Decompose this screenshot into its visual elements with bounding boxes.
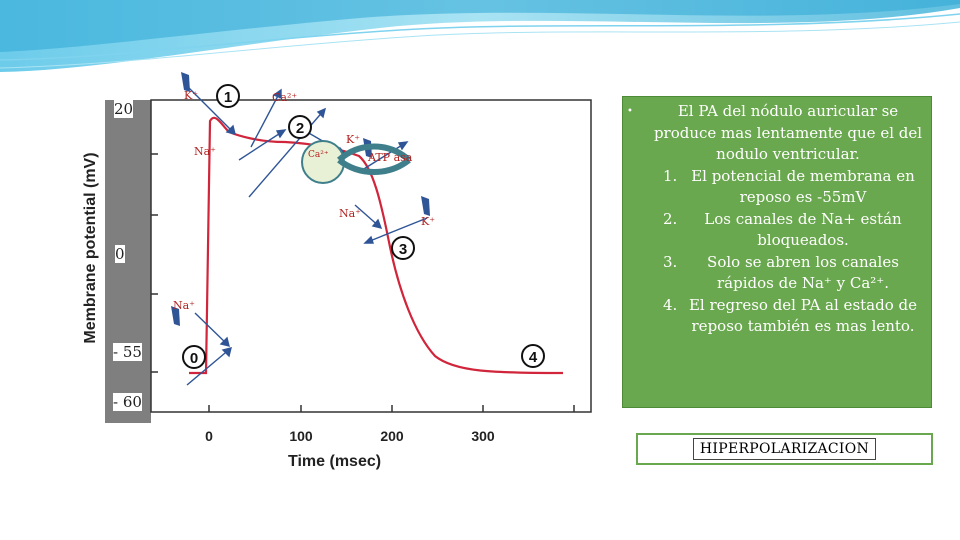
ion-label-k-phase3: K⁺ — [421, 215, 436, 228]
notes-item-4: 4. El regreso del PA al estado de reposo … — [623, 295, 923, 338]
notes-item-number: 4. — [663, 295, 678, 314]
notes-item-text: El regreso del PA al estado de reposo ta… — [688, 295, 917, 336]
y-level-20: 20 — [114, 100, 134, 118]
notes-lead-text: El PA del nódulo auricular se produce ma… — [653, 102, 923, 163]
notes-panel: • El PA del nódulo auricular se produce … — [622, 96, 932, 408]
x-axis-title: Time (msec) — [288, 453, 382, 470]
atpase-label: ATP asa — [368, 151, 413, 164]
hyperpolarization-box: HIPERPOLARIZACION — [636, 433, 933, 465]
phase-4-label: 4 — [529, 349, 538, 366]
y-level-minus-60: - 60 — [113, 393, 142, 411]
notes-item-number: 3. — [663, 252, 678, 271]
phase-markers: 0 1 2 3 4 — [182, 84, 545, 369]
notes-item-number: 1. — [663, 166, 678, 185]
y-tick-marks — [151, 153, 158, 373]
action-potential-plot: 0 1 2 3 4 — [105, 72, 592, 423]
notes-item-text: El potencial de membrana en reposo es -5… — [691, 166, 915, 207]
ion-label-na-phase1: Na⁺ — [194, 145, 216, 158]
notes-item-text: Los canales de Na+ están bloqueados. — [704, 209, 902, 250]
y-axis-panel — [105, 100, 151, 423]
phase-1-label: 1 — [224, 89, 232, 106]
x-tick-300: 300 — [471, 428, 495, 444]
action-potential-figure: 0 1 2 3 4 K⁺ Ca²⁺ Na⁺ K⁺ Ca²⁺ ATP asa Na… — [63, 72, 603, 472]
notes-item-number: 2. — [663, 209, 678, 228]
notes-list: 1. El potencial de membrana en reposo es … — [623, 166, 923, 338]
y-level-0: 0 — [115, 245, 125, 263]
ion-label-ca-channel: Ca²⁺ — [308, 150, 329, 160]
phase-0-label: 0 — [190, 350, 198, 367]
x-tick-marks — [208, 405, 575, 412]
ion-label-ca-top: Ca²⁺ — [272, 91, 298, 104]
x-tick-100: 100 — [289, 428, 313, 444]
phase-2-label: 2 — [296, 120, 304, 137]
notes-item-1: 1. El potencial de membrana en reposo es … — [623, 166, 923, 209]
y-level-minus-55: - 55 — [113, 343, 142, 361]
bullet-icon: • — [627, 106, 633, 117]
ion-label-na-phase3: Na⁺ — [339, 207, 361, 220]
hyperpolarization-label: HIPERPOLARIZACION — [692, 438, 877, 460]
x-tick-0: 0 — [205, 428, 213, 444]
ion-label-k-phase1: K⁺ — [184, 89, 199, 102]
atpase-pump — [336, 143, 412, 163]
y-axis-title: Membrane potential (mV) — [82, 152, 99, 344]
x-tick-200: 200 — [380, 428, 404, 444]
notes-item-3: 3. Solo se abren los canales rápidos de N… — [623, 252, 923, 295]
phase-3-label: 3 — [399, 241, 407, 258]
ion-label-k-phase2: K⁺ — [346, 133, 361, 146]
notes-item-text: Solo se abren los canales rápidos de Na⁺… — [707, 252, 899, 293]
notes-item-2: 2. Los canales de Na+ están bloqueados. — [623, 209, 923, 252]
header-wave-decoration — [0, 0, 960, 72]
ion-label-na-phase0: Na⁺ — [173, 299, 195, 312]
notes-lead: • El PA del nódulo auricular se produce … — [623, 101, 923, 166]
